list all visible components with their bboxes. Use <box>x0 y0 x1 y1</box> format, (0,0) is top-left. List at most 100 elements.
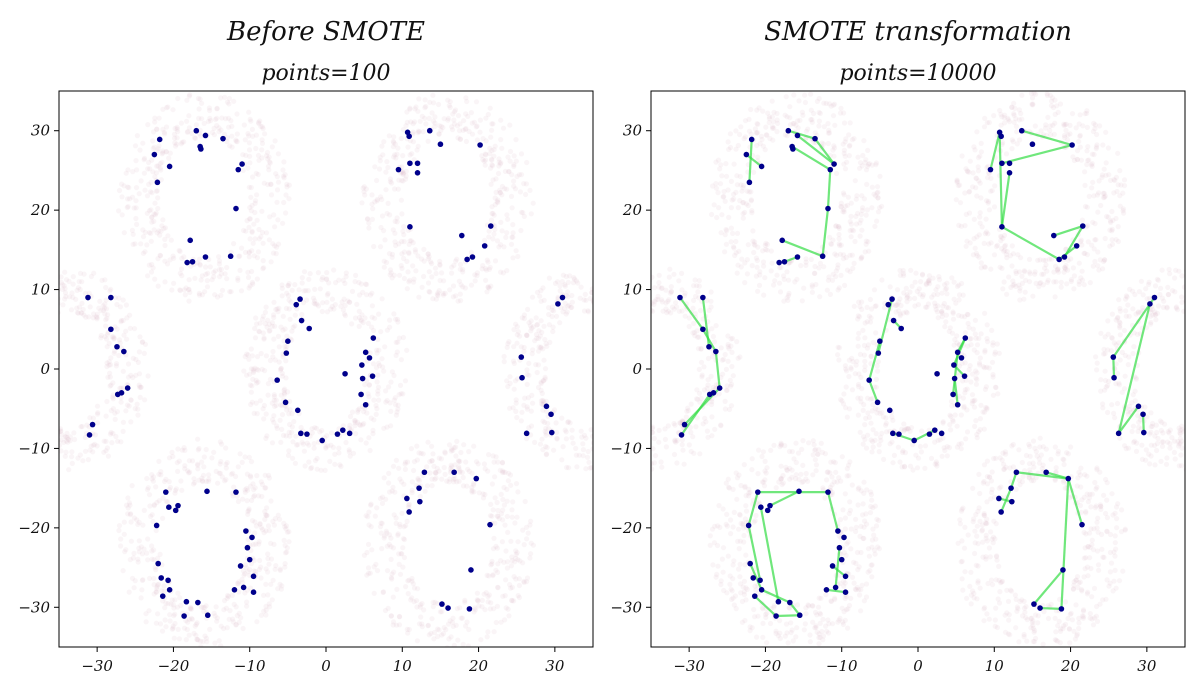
background-point <box>509 584 515 591</box>
background-point <box>496 156 502 162</box>
background-point <box>844 466 850 472</box>
background-point <box>1079 217 1085 223</box>
background-point <box>789 467 795 473</box>
background-point <box>252 485 258 491</box>
background-point <box>273 397 279 403</box>
background-point <box>843 368 850 374</box>
background-point <box>863 167 870 173</box>
background-point <box>577 295 583 301</box>
background-point <box>834 170 840 177</box>
background-point <box>357 421 363 428</box>
data-point <box>404 495 410 502</box>
background-point <box>172 140 178 146</box>
background-point <box>411 585 418 591</box>
background-point <box>416 621 423 627</box>
background-point <box>281 387 287 393</box>
background-point <box>501 484 507 491</box>
background-point <box>528 318 534 324</box>
background-point <box>844 541 850 547</box>
background-point <box>502 617 508 623</box>
background-point <box>722 232 728 238</box>
background-point <box>635 386 640 391</box>
background-point <box>412 247 418 253</box>
background-point <box>749 467 755 473</box>
background-point <box>282 326 288 332</box>
background-point <box>1113 215 1119 222</box>
background-point <box>59 428 63 434</box>
background-point <box>253 377 259 383</box>
background-point <box>0 322 5 327</box>
background-point <box>1011 112 1017 118</box>
background-point <box>833 268 839 274</box>
background-point <box>258 564 264 570</box>
background-point <box>813 624 819 631</box>
background-point <box>117 304 123 310</box>
background-point <box>907 289 913 295</box>
background-point <box>263 603 269 610</box>
background-point <box>151 557 157 563</box>
background-point <box>142 249 148 255</box>
background-point <box>165 601 171 607</box>
background-point <box>285 283 292 289</box>
background-point <box>497 187 503 193</box>
background-point <box>370 431 376 437</box>
background-point <box>857 220 863 226</box>
background-point <box>127 325 133 331</box>
background-point <box>1043 262 1049 268</box>
background-point <box>101 438 107 444</box>
background-point <box>973 418 979 424</box>
background-point <box>477 117 483 123</box>
background-point <box>455 458 462 464</box>
background-point <box>855 316 861 322</box>
background-point <box>755 471 761 477</box>
data-point <box>369 373 376 379</box>
background-point <box>990 340 996 346</box>
background-point <box>149 548 155 554</box>
background-point <box>178 141 184 147</box>
background-point <box>1121 177 1128 183</box>
background-point <box>429 261 435 267</box>
background-point <box>1082 203 1089 210</box>
background-point <box>1042 265 1048 271</box>
background-point <box>769 124 776 130</box>
background-point <box>187 469 193 475</box>
background-point <box>480 495 487 501</box>
background-point <box>1120 208 1126 214</box>
background-point <box>819 449 826 455</box>
background-point <box>404 258 410 264</box>
background-point <box>964 386 970 392</box>
background-point <box>1050 104 1057 111</box>
background-point <box>524 381 530 387</box>
background-point <box>1101 194 1108 200</box>
background-point <box>847 459 853 465</box>
background-point <box>260 266 266 272</box>
background-point <box>117 340 123 346</box>
background-point <box>978 260 984 266</box>
background-point <box>982 347 988 353</box>
background-point <box>264 324 270 330</box>
background-point <box>488 181 494 187</box>
background-point <box>408 119 414 125</box>
background-point <box>713 574 719 580</box>
background-point <box>273 171 279 177</box>
background-point <box>535 362 542 368</box>
background-point <box>737 581 744 587</box>
background-point <box>634 392 639 397</box>
background-point <box>486 573 492 579</box>
background-point <box>252 365 258 371</box>
background-point <box>407 138 413 144</box>
background-point <box>110 430 116 437</box>
background-point <box>129 575 136 581</box>
background-point <box>538 344 544 350</box>
background-point <box>453 622 459 628</box>
background-point <box>174 135 180 141</box>
background-point <box>828 103 834 109</box>
background-point <box>218 458 224 465</box>
background-point <box>196 292 203 298</box>
background-point <box>616 307 621 312</box>
data-point <box>184 259 190 266</box>
background-point <box>61 439 67 445</box>
background-point <box>997 107 1003 114</box>
background-point <box>201 120 207 126</box>
background-point <box>949 403 955 409</box>
